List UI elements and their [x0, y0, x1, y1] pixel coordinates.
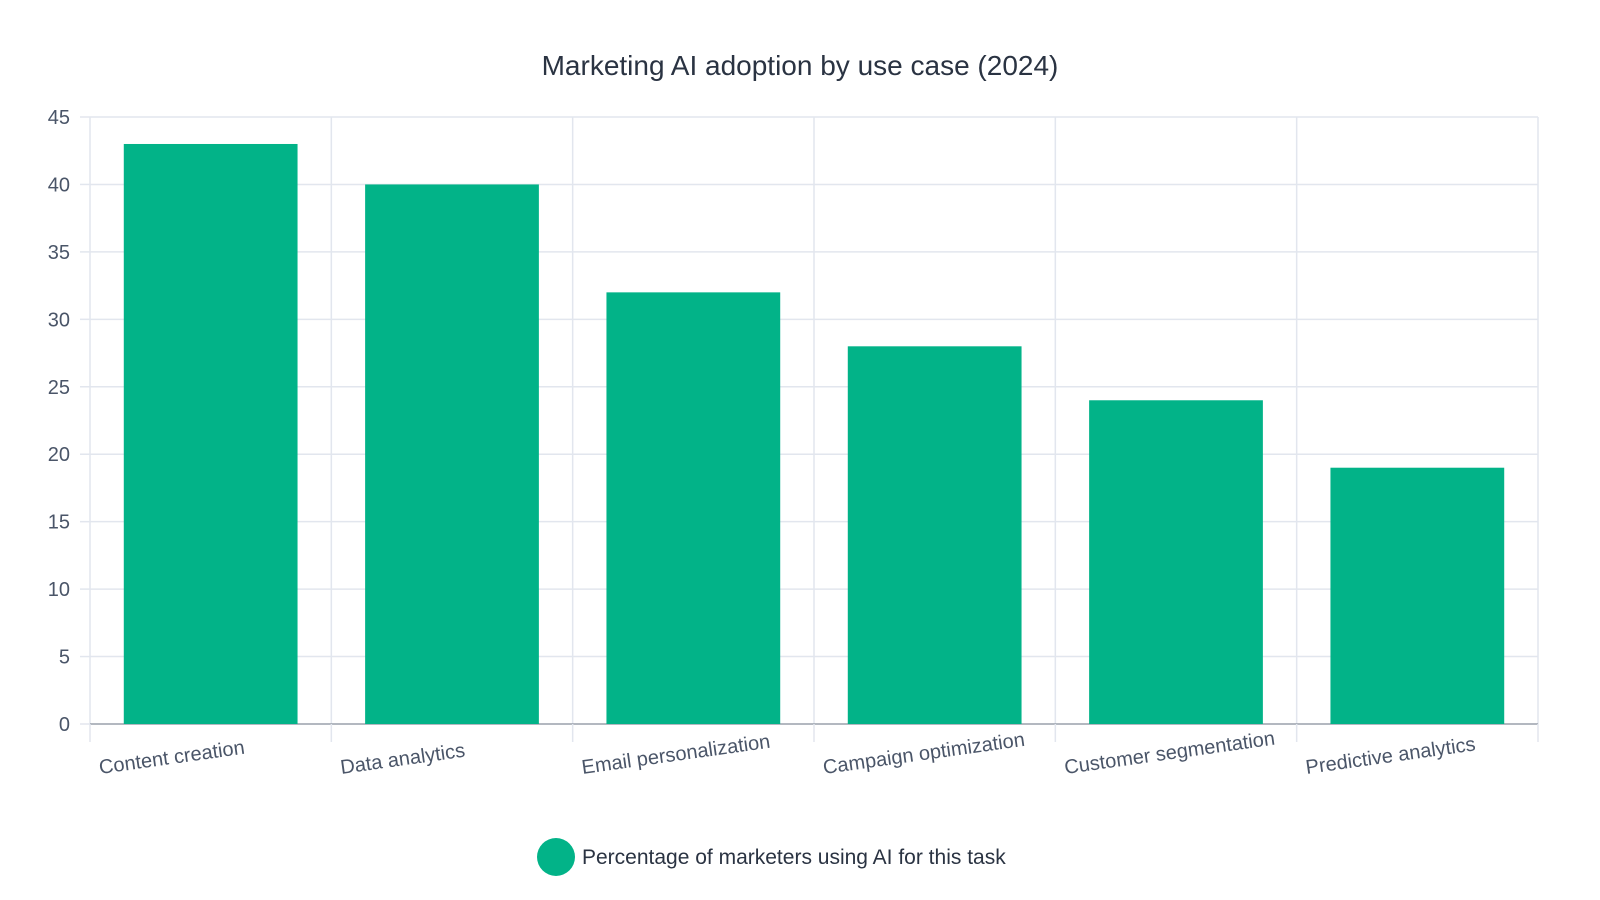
y-tick-label: 15 [48, 512, 70, 534]
axes [80, 116, 1539, 742]
y-tick-label: 35 [48, 242, 70, 264]
y-tick-label: 25 [48, 377, 70, 399]
legend-swatch [537, 838, 575, 876]
y-tick-label: 10 [48, 579, 70, 601]
y-axis-tick-labels: 0 5 10 15 20 25 30 35 40 45 [48, 107, 70, 736]
y-tick-label: 0 [59, 714, 70, 736]
x-axis-tick-labels: Content creation Data analytics Email pers… [98, 728, 1477, 779]
legend-label: Percentage of marketers using AI for thi… [582, 846, 1006, 869]
bar-data-analytics [365, 184, 539, 724]
legend: Percentage of marketers using AI for thi… [537, 838, 1006, 876]
chart-title: Marketing AI adoption by use case (2024) [542, 50, 1059, 81]
y-tick-label: 5 [59, 647, 70, 669]
x-tick-label: Content creation [98, 737, 246, 779]
x-tick-label: Predictive analytics [1304, 733, 1477, 779]
x-tick-label: Campaign optimization [822, 729, 1027, 779]
bar-customer-segmentation [1089, 400, 1263, 724]
bar-content-creation [123, 143, 298, 724]
x-tick-label: Email personalization [580, 731, 771, 779]
grid-lines [90, 116, 1539, 724]
x-tick-label: Customer segmentation [1063, 728, 1276, 779]
bar-campaign-optimization [847, 346, 1022, 724]
bar-predictive-analytics [1330, 467, 1505, 724]
bar-email-personalization [606, 292, 781, 724]
x-tick-label: Data analytics [339, 740, 466, 779]
y-tick-label: 20 [48, 444, 70, 466]
y-tick-label: 40 [48, 174, 70, 196]
bars [123, 143, 1505, 724]
y-tick-label: 45 [48, 107, 70, 129]
y-tick-label: 30 [48, 309, 70, 331]
